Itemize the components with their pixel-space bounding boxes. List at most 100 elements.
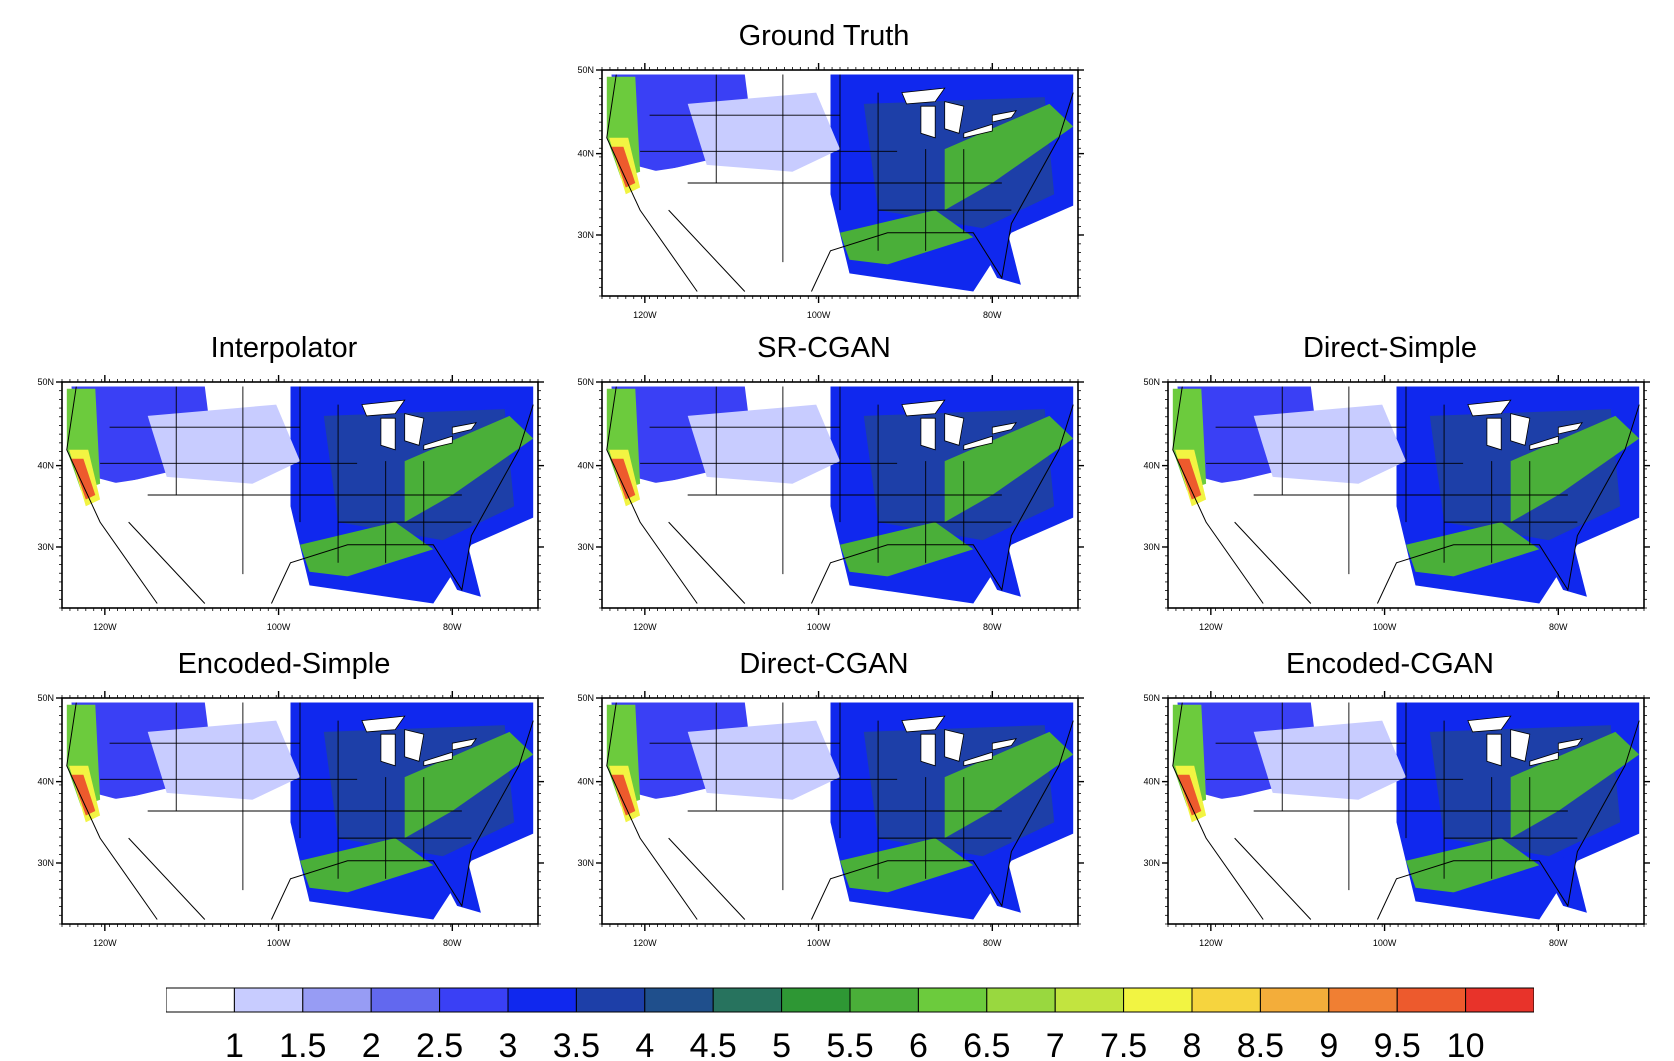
- colorbar-label: 5.5: [826, 1027, 873, 1061]
- precip-region: [944, 731, 1074, 839]
- lat-tick-label: 40N: [37, 461, 54, 471]
- lake-shape: [451, 422, 477, 435]
- panel-encoded-cgan: Encoded-CGAN 50N 40N 30N 120W 100W 80W: [1126, 648, 1654, 963]
- coastline: [606, 702, 1074, 920]
- precip-region: [840, 522, 974, 577]
- precip-region: [1406, 522, 1540, 577]
- panel-encoded-simple: Encoded-Simple 50N 40N 30N 120W 100W 80W: [20, 648, 548, 963]
- map-field: [602, 382, 1078, 608]
- precip-region: [300, 838, 434, 893]
- precip-region: [147, 404, 300, 484]
- lon-tick-label: 120W: [633, 622, 657, 632]
- lat-tick-label: 40N: [577, 149, 594, 159]
- panel-direct-simple: Direct-Simple 50N 40N 30N 120W 100W 80W: [1126, 332, 1654, 647]
- lon-tick-label: 80W: [983, 310, 1002, 320]
- lake-shape: [944, 729, 965, 762]
- colorbar-label: 3.5: [553, 1027, 600, 1061]
- colorbar-swatch: [781, 987, 851, 1013]
- lake-shape: [423, 751, 453, 767]
- lake-shape: [991, 738, 1017, 751]
- lake-shape: [404, 729, 425, 762]
- precip-region: [973, 856, 1021, 913]
- lake-shape: [423, 435, 453, 451]
- colorbar-swatch: [1123, 987, 1193, 1013]
- precipitation-map: 50N 40N 30N 120W 100W 80W: [37, 375, 544, 632]
- colorbar-swatch: [1259, 987, 1330, 1013]
- lat-tick-label: 50N: [37, 377, 54, 387]
- precipitation-map: 50N 40N 30N 120W 100W 80W: [1143, 375, 1650, 632]
- lon-tick-label: 100W: [267, 938, 291, 948]
- lon-tick-label: 120W: [1199, 622, 1223, 632]
- coastline: [1172, 702, 1640, 920]
- lake-shape: [901, 399, 946, 417]
- panel-title: SR-CGAN: [757, 332, 891, 364]
- precip-region: [944, 415, 1074, 523]
- precip-region: [687, 92, 840, 172]
- colorbar-swatch: [849, 987, 919, 1013]
- lon-tick-label: 100W: [267, 622, 291, 632]
- precipitation-map: 50N 40N 30N 120W 100W 80W: [577, 375, 1084, 632]
- lon-tick-label: 100W: [807, 938, 831, 948]
- lake-shape: [1486, 417, 1502, 451]
- lat-tick-label: 30N: [577, 542, 594, 552]
- precip-region: [147, 720, 300, 800]
- panel-title: Interpolator: [210, 332, 358, 364]
- colorbar-swatch: [1328, 987, 1398, 1013]
- colorbar-swatch: [370, 987, 441, 1013]
- panel-sr-cgan: SR-CGAN 50N 40N 30N 120W 100W 80W: [560, 332, 1088, 647]
- lake-shape: [380, 417, 396, 451]
- lake-shape: [451, 738, 477, 751]
- precipitation-map: 50N 40N 30N 120W 100W 80W: [1143, 691, 1650, 948]
- lake-shape: [380, 733, 396, 767]
- map-field: [62, 698, 538, 924]
- lat-tick-label: 30N: [1143, 542, 1160, 552]
- precip-region: [1510, 731, 1640, 839]
- precip-region: [71, 774, 96, 816]
- map-field: [1168, 382, 1644, 608]
- lon-tick-label: 100W: [1373, 622, 1397, 632]
- colorbar-label: 2: [362, 1027, 381, 1061]
- lake-shape: [404, 413, 425, 446]
- precip-region: [611, 146, 636, 188]
- colorbar-label: 4: [635, 1027, 654, 1061]
- precip-region: [1177, 458, 1202, 500]
- precip-region: [1539, 856, 1587, 913]
- lake-shape: [944, 413, 965, 446]
- lake-shape: [901, 87, 946, 105]
- lon-tick-label: 120W: [93, 938, 117, 948]
- precip-region: [687, 404, 840, 484]
- precip-region: [973, 540, 1021, 597]
- colorbar-swatch: [439, 987, 509, 1013]
- lon-tick-label: 80W: [443, 938, 462, 948]
- lake-shape: [1510, 413, 1531, 446]
- lake-shape: [920, 105, 936, 139]
- lake-shape: [920, 733, 936, 767]
- lake-shape: [1467, 399, 1512, 417]
- panel-title: Encoded-Simple: [177, 648, 391, 680]
- colorbar-label: 4.5: [690, 1027, 737, 1061]
- precip-region: [433, 856, 481, 913]
- colorbar-swatch: [507, 987, 577, 1013]
- precip-region: [944, 103, 1074, 211]
- lat-tick-label: 50N: [577, 377, 594, 387]
- precip-region: [840, 838, 974, 893]
- precip-region: [1253, 720, 1406, 800]
- lon-tick-label: 120W: [1199, 938, 1223, 948]
- lon-tick-label: 80W: [983, 622, 1002, 632]
- colorbar-swatch: [302, 987, 372, 1013]
- lake-shape: [963, 435, 993, 451]
- coastline: [1172, 386, 1640, 604]
- colorbar-swatch: [1396, 987, 1467, 1013]
- colorbar-label: 7.5: [1100, 1027, 1147, 1061]
- lat-tick-label: 40N: [1143, 777, 1160, 787]
- lat-tick-label: 50N: [577, 693, 594, 703]
- lake-shape: [1557, 422, 1583, 435]
- lake-shape: [361, 399, 406, 417]
- lat-tick-label: 40N: [1143, 461, 1160, 471]
- panel-title: Direct-Simple: [1302, 332, 1478, 364]
- colorbar-label: 9.5: [1374, 1027, 1421, 1061]
- lon-tick-label: 100W: [807, 622, 831, 632]
- precip-region: [404, 415, 534, 523]
- lat-tick-label: 50N: [1143, 377, 1160, 387]
- lake-shape: [1486, 733, 1502, 767]
